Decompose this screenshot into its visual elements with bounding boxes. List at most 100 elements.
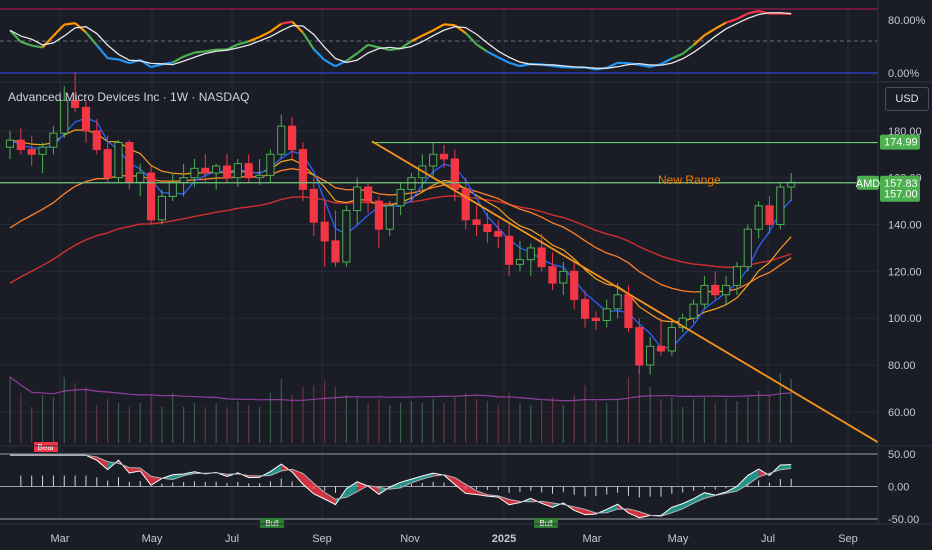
volume-bar — [150, 395, 152, 443]
candle-up — [212, 165, 221, 174]
volume-bar — [454, 397, 456, 443]
volume-bar — [638, 369, 640, 443]
volume-bar — [573, 395, 575, 443]
volume-bar — [443, 403, 445, 443]
candle-down — [548, 266, 557, 284]
candle-up — [353, 186, 362, 211]
candle-down — [146, 172, 156, 221]
stoch-k-segment — [324, 59, 337, 68]
volume-bar — [345, 395, 347, 443]
stoch-k-segment — [639, 63, 651, 68]
volume-bar — [378, 399, 380, 443]
volume-bar — [183, 407, 185, 443]
price-tag-box — [880, 186, 920, 202]
candle-up — [233, 163, 242, 179]
chart-title: Advanced Micro Devices Inc · 1W · NASDAQ — [8, 90, 249, 104]
volume-bar — [139, 403, 141, 443]
signal-label-bear: Bear — [38, 443, 55, 452]
candle-down — [461, 188, 470, 221]
volume-bar — [486, 401, 488, 443]
candle-down — [374, 200, 383, 230]
osc-fill — [671, 503, 683, 513]
stoch-k-segment — [714, 21, 727, 30]
candle-up — [266, 153, 275, 176]
volume-bar — [31, 407, 33, 443]
volume-bar — [258, 407, 261, 443]
osc-signal-line — [10, 454, 792, 517]
x-tick-label: Mar — [51, 533, 70, 545]
stoch-k-segment — [226, 43, 239, 51]
volume-bar — [584, 385, 586, 443]
volume-bar — [226, 407, 228, 443]
stoch-k-segment — [552, 64, 564, 69]
osc-line — [10, 454, 792, 519]
volume-bar — [421, 403, 423, 443]
candle-up — [526, 247, 535, 261]
signal-label-box — [260, 518, 284, 528]
stoch-k-segment — [421, 29, 434, 37]
stoch-k-segment — [281, 20, 293, 25]
volume-bar — [617, 399, 619, 443]
volume-bar — [508, 393, 510, 443]
symbol-tag-box — [857, 175, 879, 190]
candle-up — [689, 303, 698, 319]
candle-down — [505, 235, 514, 265]
volume-bar — [248, 405, 250, 443]
osc-tick-label: 0.00 — [888, 482, 909, 494]
candle-up — [157, 195, 167, 221]
stoch-tick-label: 0.00% — [888, 68, 919, 80]
stoch-k-segment — [183, 51, 195, 58]
volume-bar — [107, 399, 109, 443]
candle-up — [559, 270, 568, 284]
volume-bar — [204, 407, 206, 443]
volume-bar — [692, 399, 695, 443]
osc-fill — [454, 477, 466, 494]
y-tick-label: 60.00 — [888, 407, 916, 419]
y-tick-label: 140.00 — [888, 220, 922, 232]
y-tick-label: 80.00 — [888, 360, 916, 372]
candle-up — [776, 186, 785, 226]
osc-fill — [422, 473, 434, 480]
osc-fill — [357, 481, 369, 492]
volume-bar — [96, 405, 98, 443]
stoch-k-segment — [248, 35, 260, 43]
candle-up — [515, 259, 525, 265]
volume-bar — [161, 407, 163, 443]
candle-down — [711, 284, 720, 296]
osc-tick-label: 50.00 — [888, 449, 916, 461]
stoch-k-segment — [432, 23, 445, 32]
candle-up — [743, 228, 752, 268]
volume-bar — [52, 397, 54, 443]
volume-bar — [551, 397, 554, 443]
volume-bar — [215, 403, 217, 443]
osc-fill — [747, 469, 759, 485]
stoch-k-segment — [486, 50, 499, 59]
candle-down — [472, 219, 481, 226]
stoch-d-line — [9, 12, 792, 69]
candle-up — [732, 266, 742, 286]
stoch-k-segment — [259, 30, 271, 38]
stoch-k-segment — [118, 58, 130, 65]
volume-bar — [465, 393, 467, 443]
candle-up — [407, 177, 416, 190]
volume-bar — [562, 405, 564, 443]
candle-up — [613, 294, 622, 310]
volume-bar — [627, 377, 630, 443]
trendline — [371, 140, 879, 444]
stoch-k-segment — [345, 52, 358, 62]
candle-down — [494, 231, 503, 237]
candle-up — [646, 345, 655, 366]
price-tag: 157.00 — [884, 189, 918, 201]
candle-up — [114, 142, 123, 179]
candle-down — [92, 130, 101, 151]
price-panel — [0, 72, 879, 444]
stoch-k-segment — [52, 23, 66, 37]
x-tick-label: Sep — [312, 533, 332, 545]
volume-bar — [85, 387, 87, 443]
stoch-k-segment — [291, 20, 304, 34]
osc-tick-label: -50.00 — [888, 514, 919, 526]
stoch-tick-label: 80.00% — [888, 15, 926, 27]
stoch-k-segment — [64, 22, 76, 26]
stoch-k-segment — [41, 35, 55, 49]
currency-button[interactable]: USD — [885, 87, 929, 111]
